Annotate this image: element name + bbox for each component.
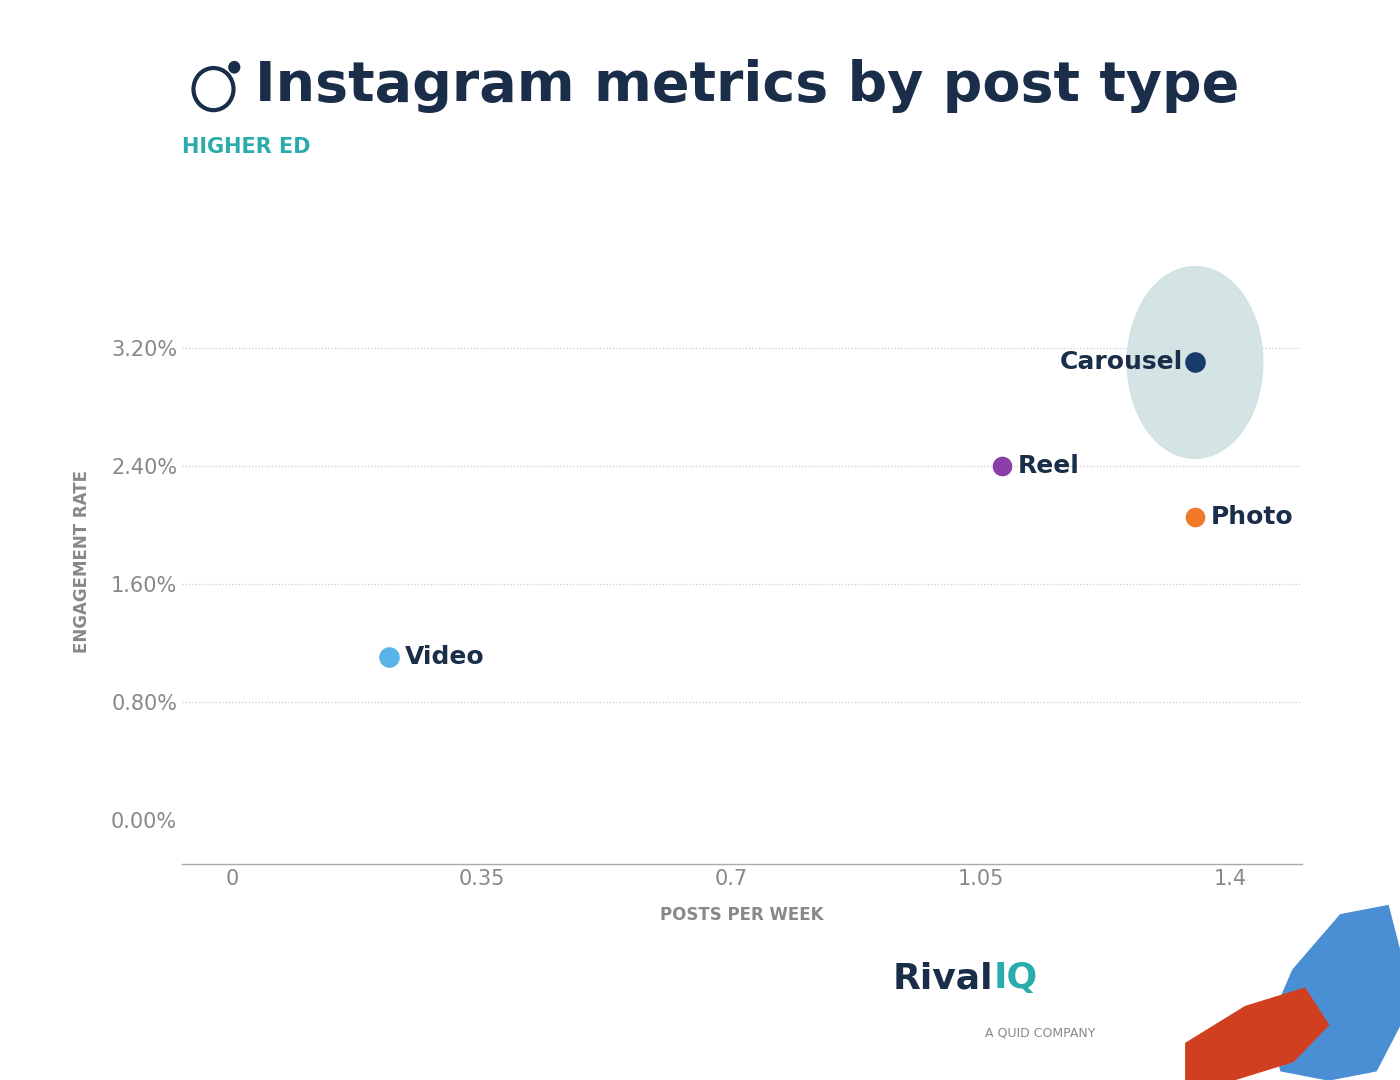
Text: Photo: Photo bbox=[1211, 505, 1294, 529]
X-axis label: POSTS PER WEEK: POSTS PER WEEK bbox=[661, 905, 823, 923]
Text: IQ: IQ bbox=[994, 961, 1037, 996]
Text: A QUID COMPANY: A QUID COMPANY bbox=[986, 1026, 1096, 1039]
Point bbox=[1184, 509, 1207, 526]
Text: Instagram metrics by post type: Instagram metrics by post type bbox=[255, 59, 1239, 113]
Text: Reel: Reel bbox=[1018, 454, 1079, 477]
Polygon shape bbox=[1186, 988, 1329, 1080]
Text: HIGHER ED: HIGHER ED bbox=[182, 136, 311, 157]
Text: Rival: Rival bbox=[893, 961, 994, 996]
Y-axis label: ENGAGEMENT RATE: ENGAGEMENT RATE bbox=[73, 470, 91, 653]
Text: Video: Video bbox=[405, 646, 484, 670]
Circle shape bbox=[228, 62, 239, 73]
Point bbox=[378, 649, 400, 666]
Polygon shape bbox=[1268, 905, 1400, 1080]
Text: Carousel: Carousel bbox=[1060, 350, 1183, 375]
Point bbox=[1184, 354, 1207, 372]
Point bbox=[991, 457, 1014, 474]
Ellipse shape bbox=[1127, 267, 1263, 458]
